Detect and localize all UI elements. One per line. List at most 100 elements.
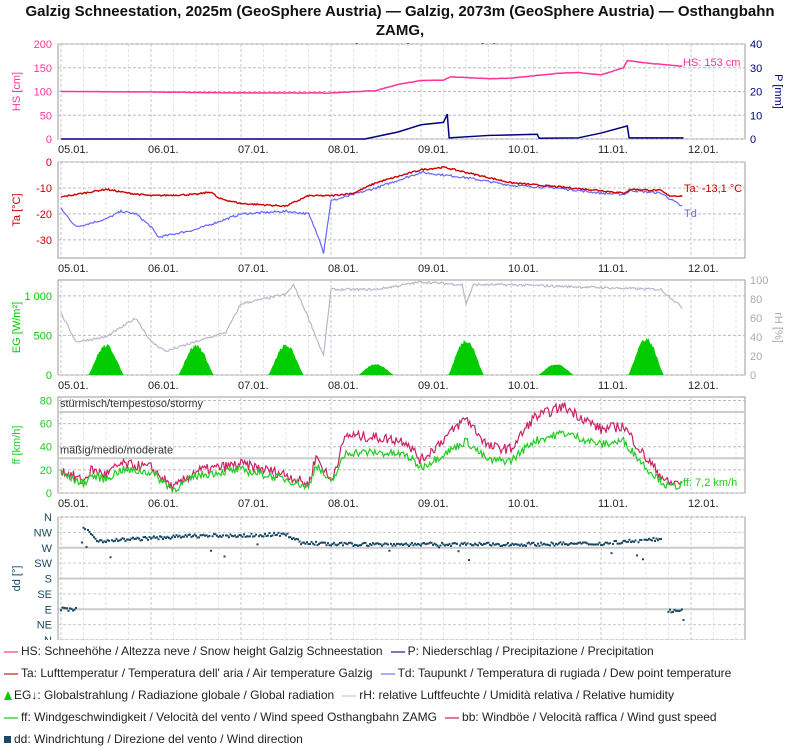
dd-point (564, 543, 566, 546)
y2-tick-label: 40 (750, 332, 762, 344)
dd-point (402, 544, 404, 547)
dd-point (291, 538, 293, 541)
dd-point (451, 542, 454, 545)
dd-point (303, 541, 305, 544)
dd-point (334, 543, 337, 546)
y-axis-label: dd [°] (11, 566, 23, 592)
dd-point (289, 536, 292, 539)
y-tick-label: 0 (46, 134, 52, 146)
dd-point (220, 535, 223, 538)
dd-point (445, 543, 448, 546)
dd-point (69, 607, 71, 610)
y-tick-label: 500 (34, 330, 52, 342)
dd-point (235, 536, 238, 539)
y-axis-label: EG [W/m²] (11, 302, 23, 353)
dd-point (450, 544, 452, 547)
x-tick-label: 06.01. (148, 263, 179, 275)
dd-point (393, 543, 395, 546)
dd-point (579, 541, 581, 544)
dd-point (316, 544, 319, 547)
radiation-area-10.01. (538, 364, 574, 375)
dd-point (505, 543, 508, 546)
dd-point (546, 543, 548, 546)
dd-point (369, 543, 371, 546)
dd-point (195, 534, 197, 537)
dd-point (189, 533, 191, 536)
dd-point (342, 544, 344, 547)
dd-point (148, 536, 151, 539)
dd-point (271, 534, 274, 537)
dd-point (250, 532, 253, 535)
y-tick-label: 1 000 (24, 291, 52, 303)
dd-point (480, 543, 482, 546)
dd-point (367, 544, 370, 547)
dd-point (165, 537, 167, 540)
dd-point (231, 534, 233, 537)
dd-point (159, 535, 161, 538)
dd-point (499, 544, 502, 547)
dd-point (630, 541, 632, 544)
dd-point (471, 544, 473, 547)
dd-point (168, 536, 170, 539)
dd-point (645, 538, 647, 541)
dd-point (66, 607, 68, 610)
dd-point (111, 539, 113, 542)
dd-point (385, 542, 388, 545)
x-tick-label: 08.01. (328, 144, 359, 156)
dd-point (667, 610, 670, 613)
dd-point (61, 606, 64, 609)
dd-point (118, 539, 121, 542)
series-dd (60, 526, 685, 622)
dd-point (508, 544, 511, 547)
dd-point (465, 543, 467, 546)
dd-point (201, 534, 203, 537)
dd-point (520, 543, 523, 546)
dd-point (538, 544, 541, 547)
dd-point (130, 537, 133, 540)
dd-point (607, 542, 610, 545)
y-tick-label: SW (34, 558, 52, 570)
dd-point (441, 541, 443, 544)
dd-point (523, 544, 526, 547)
dd-point (609, 542, 611, 545)
dd-point (429, 541, 431, 544)
dd-point (646, 539, 649, 542)
dd-point (136, 536, 139, 539)
dd-point (298, 540, 301, 543)
dd-point (516, 543, 518, 546)
dd-point (190, 535, 193, 538)
x-tick-label: 07.01. (238, 263, 269, 275)
dd-point (556, 543, 559, 546)
dd-point (117, 539, 119, 542)
td-end-label: Td (684, 208, 697, 220)
dd-point (598, 541, 601, 544)
dd-point (178, 534, 181, 537)
dd-point (565, 543, 568, 546)
dd-point (550, 541, 553, 544)
legend-symbol-line (4, 716, 18, 719)
dd-point (162, 538, 164, 541)
y-tick-label: 20 (40, 465, 52, 477)
dd-point (99, 539, 101, 542)
legend-row: ff: Windgeschwindigkeit / Velocità del v… (4, 706, 739, 728)
dd-point (406, 543, 409, 546)
dd-point (223, 555, 226, 558)
dd-point (478, 541, 481, 544)
dd-point (226, 534, 229, 537)
dd-point (286, 532, 289, 535)
radiation-area-06.01. (178, 344, 214, 375)
dd-point (100, 539, 103, 542)
dd-point (219, 534, 221, 537)
dd-point (300, 543, 302, 546)
x-tick-label: 07.01. (238, 144, 269, 156)
dd-point (160, 536, 163, 539)
dd-point (378, 542, 380, 545)
dd-point (621, 541, 623, 544)
dd-point (294, 538, 296, 541)
dd-point (571, 542, 574, 545)
dd-point (249, 535, 251, 538)
dd-point (187, 533, 190, 536)
dd-point (175, 534, 178, 537)
dd-point (637, 541, 640, 544)
dd-point (172, 534, 175, 537)
